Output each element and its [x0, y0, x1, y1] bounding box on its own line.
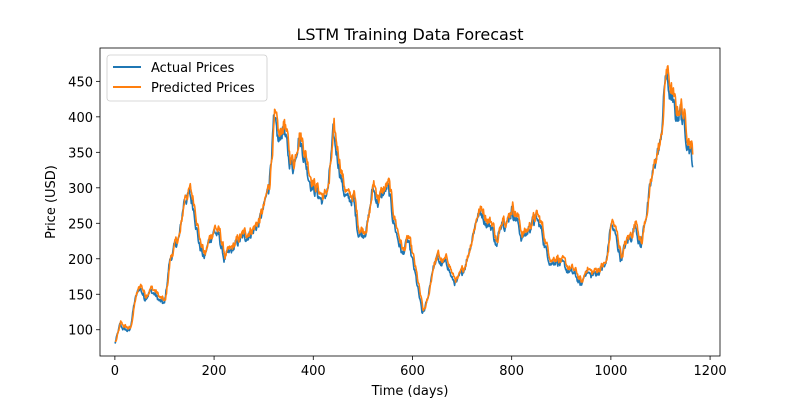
- legend: Actual Prices Predicted Prices: [106, 54, 268, 102]
- y-tick-label: 150: [68, 288, 93, 303]
- y-tick-label: 450: [68, 75, 93, 90]
- x-axis-label: Time (days): [371, 384, 449, 399]
- x-tick-label: 400: [301, 364, 326, 379]
- plot-lines: [114, 65, 694, 344]
- y-tick-label: 400: [68, 111, 93, 126]
- y-tick-label: 250: [68, 217, 93, 232]
- x-tick-label: 600: [400, 364, 425, 379]
- y-tick-label: 350: [68, 146, 93, 161]
- x-tick-label: 800: [499, 364, 524, 379]
- x-axis-ticks: 0 200 400 600 800 1000 1200: [111, 356, 727, 379]
- y-axis-label: Price (USD): [44, 165, 59, 239]
- x-tick-label: 0: [111, 364, 119, 379]
- legend-label-predicted: Predicted Prices: [151, 81, 255, 96]
- actual-prices-line: [114, 71, 694, 344]
- x-tick-label: 1000: [594, 364, 627, 379]
- x-tick-label: 1200: [694, 364, 727, 379]
- predicted-prices-line: [114, 65, 694, 342]
- y-axis-ticks: 100 150 200 250 300 350 400 450: [68, 75, 100, 339]
- x-tick-label: 200: [202, 364, 227, 379]
- legend-label-actual: Actual Prices: [151, 61, 235, 76]
- chart-title: LSTM Training Data Forecast: [297, 25, 524, 44]
- legend-box: [106, 54, 268, 102]
- axes-frame: [99, 47, 721, 357]
- y-tick-label: 100: [68, 324, 93, 339]
- y-tick-label: 200: [68, 253, 93, 268]
- y-tick-label: 300: [68, 182, 93, 197]
